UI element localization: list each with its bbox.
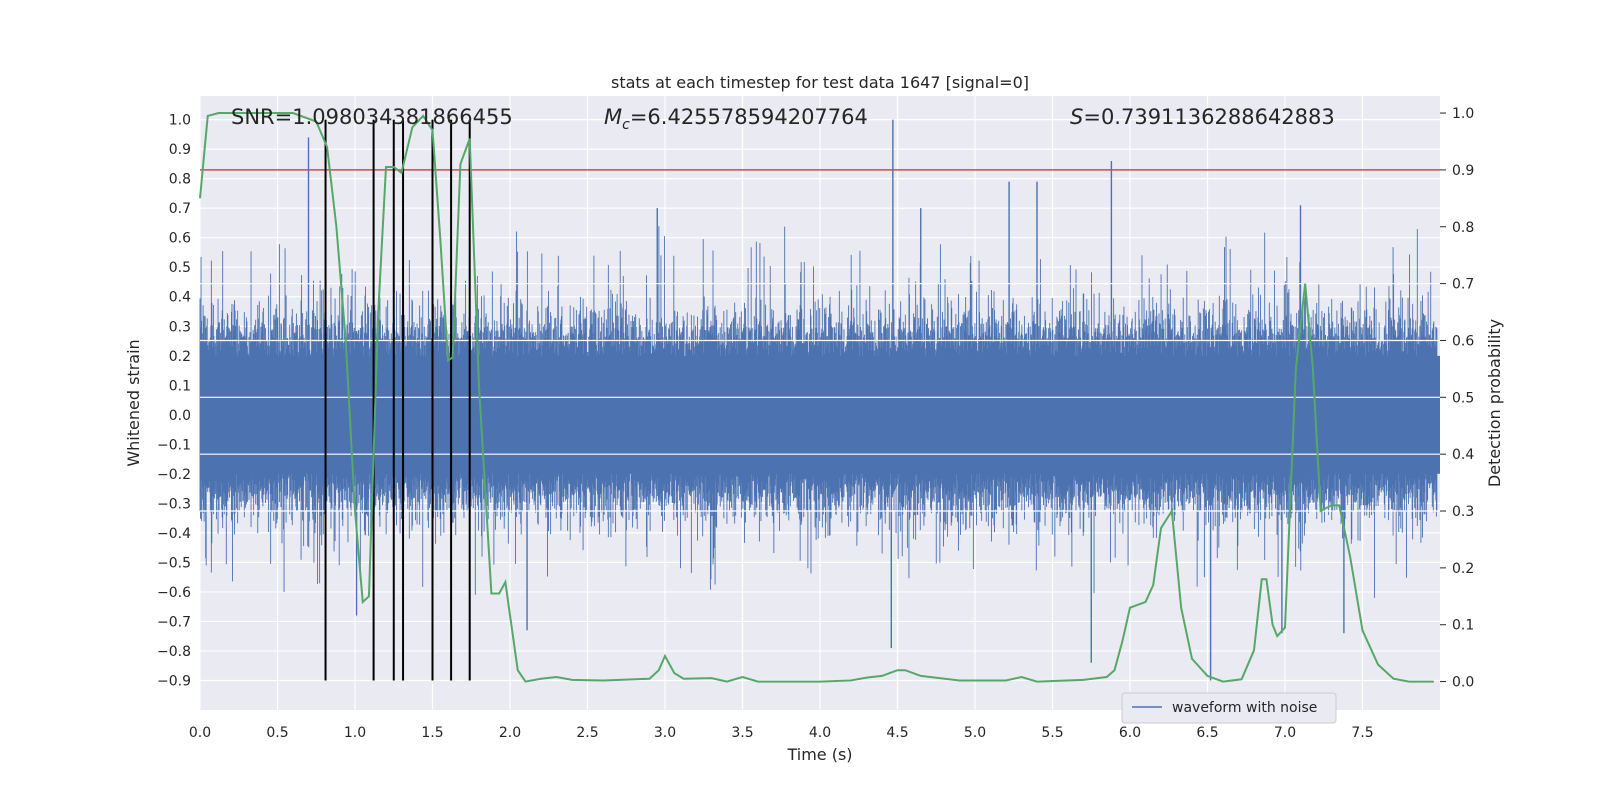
left-y-axis-label: Whitened strain: [124, 339, 143, 466]
waveform-noise-core: [200, 355, 1440, 474]
x-axis-label: Time (s): [786, 745, 852, 764]
right-y-axis-ticks: 0.0 0.1 0.2 0.3 0.4 0.5 0.6 0.7 0.8 0.9 1.0: [1440, 106, 1474, 691]
chirp-mass-subscript: c: [622, 117, 630, 133]
score-symbol: S: [1070, 105, 1083, 129]
detection-probability-series: [199, 112, 1434, 683]
right-y-tick-label: 0.6: [1452, 333, 1474, 349]
right-y-axis-label: Detection probability: [1485, 319, 1504, 487]
left-y-tick-label: 0.0: [169, 408, 191, 424]
left-y-tick-label: 0.3: [169, 319, 191, 335]
x-tick-label: 7.0: [1274, 725, 1296, 741]
x-tick-label: 6.5: [1196, 725, 1218, 741]
right-y-tick-label: 0.8: [1452, 220, 1474, 236]
x-tick-label: 1.5: [421, 725, 443, 741]
left-y-tick-label: −0.3: [157, 496, 191, 512]
chirp-mass-symbol: M: [604, 105, 622, 129]
left-y-tick-label: −0.5: [157, 555, 191, 571]
left-y-tick-label: 0.4: [169, 290, 191, 306]
x-axis-ticks: 0.0 0.5 1.0 1.5 2.0 2.5 3.0 3.5 4.0 4.5 5.0 5.5 6.0 6…: [189, 725, 1374, 741]
legend-label: waveform with noise: [1172, 700, 1317, 716]
right-y-tick-label: 0.0: [1452, 675, 1474, 691]
event-markers: [324, 119, 471, 681]
right-y-tick-label: 0.1: [1452, 618, 1474, 634]
legend-box: [1121, 692, 1337, 724]
right-y-tick-label: 1.0: [1452, 106, 1474, 122]
score-value: =0.7391136288642883: [1083, 105, 1334, 129]
x-tick-label: 5.0: [964, 725, 986, 741]
right-y-tick-label: 0.2: [1452, 561, 1474, 577]
left-y-axis-ticks: −0.9 −0.8 −0.7 −0.6 −0.5 −0.4 −0.3 −0.2 −0.1 0.0 0…: [157, 113, 191, 690]
x-tick-label: 4.5: [886, 725, 908, 741]
x-tick-label: 3.5: [731, 725, 753, 741]
x-tick-label: 2.0: [499, 725, 521, 741]
left-y-tick-label: 0.2: [169, 349, 191, 365]
right-y-tick-label: 0.7: [1452, 277, 1474, 293]
left-y-tick-label: 0.1: [169, 378, 191, 394]
snr-annotation: SNR=1.098034381866455: [231, 105, 513, 129]
right-y-tick-label: 0.4: [1452, 447, 1474, 463]
left-y-tick-label: 0.9: [169, 142, 191, 158]
score-annotation: S=0.7391136288642883: [1070, 105, 1335, 129]
left-y-tick-label: 1.0: [169, 113, 191, 129]
x-tick-label: 5.5: [1041, 725, 1063, 741]
chirp-mass-value: =6.425578594207764: [630, 105, 868, 129]
x-tick-label: 3.0: [654, 725, 676, 741]
left-y-tick-label: 0.5: [169, 260, 191, 276]
chart-title: stats at each timestep for test data 164…: [611, 73, 1029, 92]
waveform-with-noise-series: [199, 119, 1440, 681]
detection-probability-line: [199, 112, 1434, 683]
chirp-mass-annotation: Mc=6.425578594207764: [604, 105, 868, 133]
left-y-tick-label: −0.4: [157, 526, 191, 542]
x-tick-label: 1.0: [344, 725, 366, 741]
x-tick-label: 6.0: [1119, 725, 1141, 741]
x-tick-label: 2.5: [576, 725, 598, 741]
right-y-tick-label: 0.9: [1452, 163, 1474, 179]
left-y-tick-label: −0.6: [157, 585, 191, 601]
left-y-tick-label: −0.7: [157, 614, 191, 630]
left-y-tick-label: 0.7: [169, 201, 191, 217]
x-tick-label: 7.5: [1351, 725, 1373, 741]
x-tick-label: 0.0: [189, 725, 211, 741]
left-y-tick-label: −0.8: [157, 644, 191, 660]
left-y-tick-label: −0.2: [157, 467, 191, 483]
x-tick-label: 4.0: [809, 725, 831, 741]
x-tick-label: 0.5: [266, 725, 288, 741]
left-y-tick-label: 0.8: [169, 172, 191, 188]
right-y-tick-label: 0.5: [1452, 390, 1474, 406]
left-y-tick-label: −0.9: [157, 673, 191, 689]
right-y-tick-label: 0.3: [1452, 504, 1474, 520]
left-y-tick-label: 0.6: [169, 231, 191, 247]
legend: waveform with noise: [1121, 692, 1337, 724]
left-y-tick-label: −0.1: [157, 437, 191, 453]
